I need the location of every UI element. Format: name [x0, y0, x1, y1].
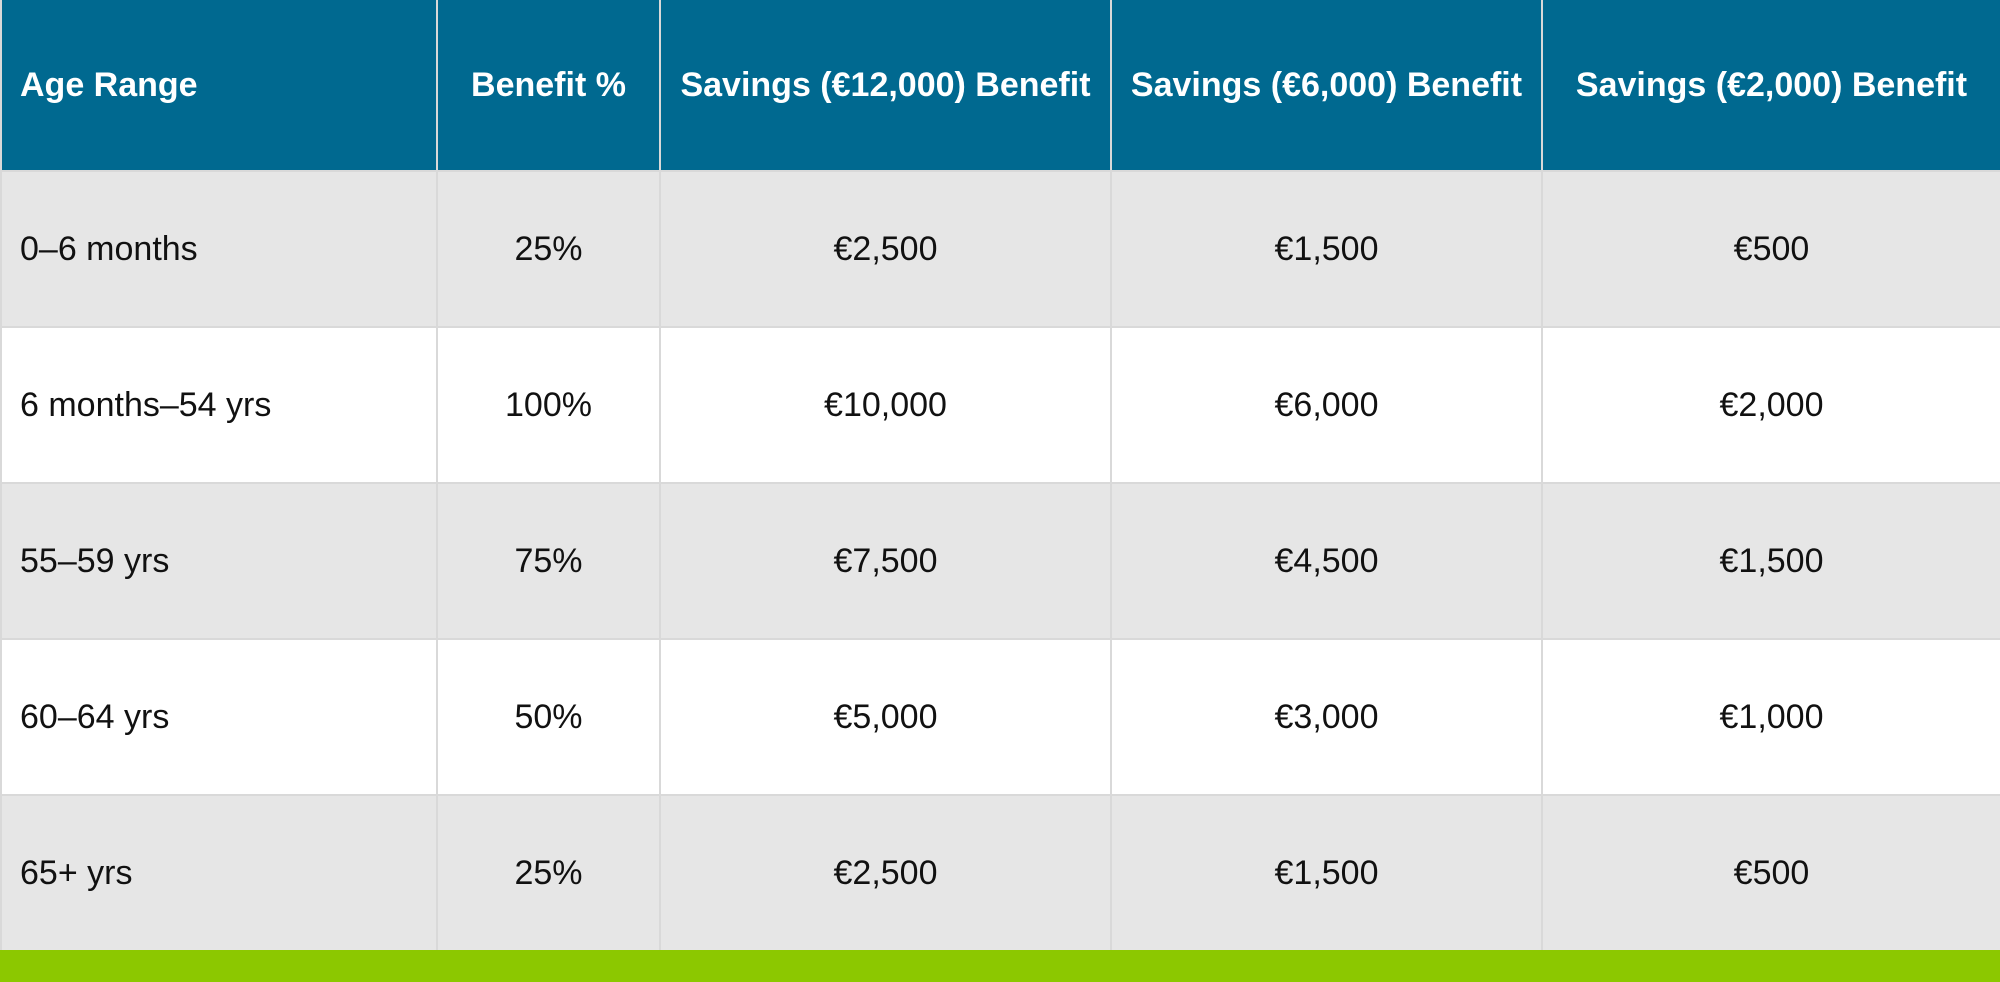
table-cell: €1,500 [1110, 170, 1543, 328]
table-cell: €2,000 [1541, 326, 2000, 484]
table-cell: €500 [1541, 794, 2000, 952]
table-cell: €4,500 [1110, 482, 1543, 640]
table-cell: €10,000 [659, 326, 1112, 484]
table-row: 60–64 yrs 50% €5,000 €3,000 €1,000 [0, 638, 2000, 796]
table-cell: 75% [436, 482, 661, 640]
table-cell: 25% [436, 794, 661, 952]
table-cell: 0–6 months [0, 170, 438, 328]
header-savings-12000: Savings (€12,000) Benefit [659, 0, 1112, 172]
header-benefit-percent: Benefit % [436, 0, 661, 172]
table-cell: 100% [436, 326, 661, 484]
table-cell: €500 [1541, 170, 2000, 328]
table-cell: €3,000 [1110, 638, 1543, 796]
header-row: Age Range Benefit % Savings (€12,000) Be… [0, 0, 2000, 172]
benefit-table: Age Range Benefit % Savings (€12,000) Be… [0, 0, 2000, 952]
table-cell: 25% [436, 170, 661, 328]
table-cell: €2,500 [659, 170, 1112, 328]
table-cell: 65+ yrs [0, 794, 438, 952]
table-cell: 50% [436, 638, 661, 796]
header-savings-2000: Savings (€2,000) Benefit [1541, 0, 2000, 172]
table-cell: €5,000 [659, 638, 1112, 796]
header-age-range: Age Range [0, 0, 438, 172]
table-cell: 60–64 yrs [0, 638, 438, 796]
table-cell: €1,500 [1541, 482, 2000, 640]
table-cell: €2,500 [659, 794, 1112, 952]
table-row: 0–6 months 25% €2,500 €1,500 €500 [0, 170, 2000, 328]
table-cell: 55–59 yrs [0, 482, 438, 640]
header-savings-6000: Savings (€6,000) Benefit [1110, 0, 1543, 172]
table-cell: €1,500 [1110, 794, 1543, 952]
table-row: 55–59 yrs 75% €7,500 €4,500 €1,500 [0, 482, 2000, 640]
table-cell: €7,500 [659, 482, 1112, 640]
accent-bar [0, 950, 2000, 982]
table-row: 65+ yrs 25% €2,500 €1,500 €500 [0, 794, 2000, 952]
table-cell: €6,000 [1110, 326, 1543, 484]
table-cell: €1,000 [1541, 638, 2000, 796]
table-cell: 6 months–54 yrs [0, 326, 438, 484]
table-row: 6 months–54 yrs 100% €10,000 €6,000 €2,000 [0, 326, 2000, 484]
